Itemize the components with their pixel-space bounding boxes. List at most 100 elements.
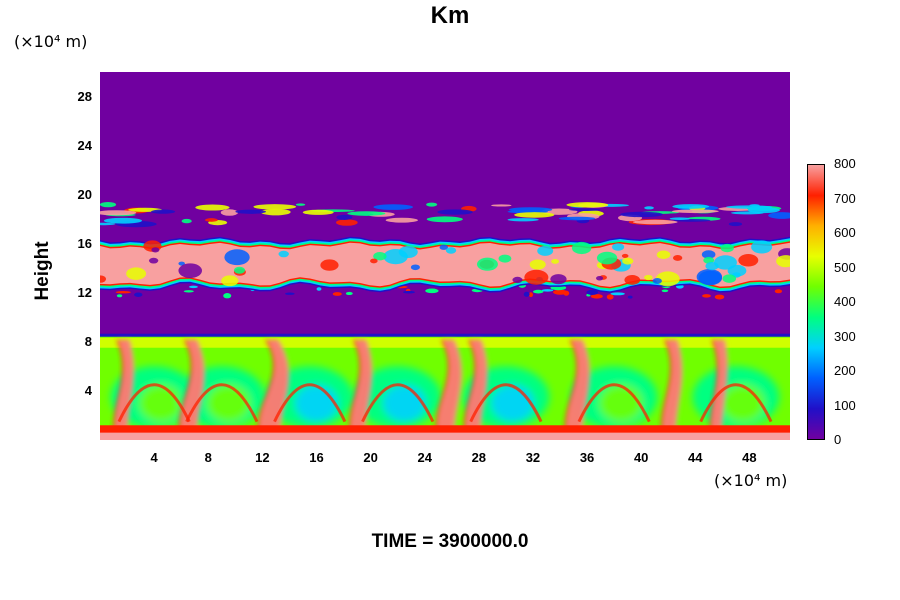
plume-core <box>259 339 290 440</box>
plume-core <box>711 339 729 440</box>
colorbar-tick-label: 500 <box>834 259 856 275</box>
cloud-fragment <box>235 209 267 214</box>
cloud-fragment <box>426 216 463 223</box>
cloud-fragment <box>672 204 710 209</box>
y-tick-label: 20 <box>77 186 92 202</box>
cloud-fragment <box>437 209 473 215</box>
cloud-fragment <box>285 292 295 295</box>
colorbar-tick-label: 300 <box>834 328 856 344</box>
eddy-cell <box>439 244 449 250</box>
y-axis-unit: (×10⁴ m) <box>14 32 88 51</box>
eddy-cell <box>720 243 734 253</box>
x-tick-label: 44 <box>688 450 703 465</box>
cell-arc <box>469 383 543 423</box>
cloud-fragment <box>403 290 415 294</box>
eddy-cell <box>652 278 662 284</box>
cloud-fragment <box>728 222 743 227</box>
boundary-layer-convection <box>100 333 790 440</box>
cloud-fragment <box>103 217 143 224</box>
cloud-fragment <box>115 290 131 294</box>
eddy-cell <box>148 257 159 264</box>
cloud-fragment <box>100 222 116 226</box>
colorbar-tick-label: 400 <box>834 294 856 309</box>
cloud-fragment <box>661 289 669 293</box>
cloud-fragment <box>553 289 568 295</box>
cloud-fragment <box>332 292 342 296</box>
eddy-cell <box>705 261 719 271</box>
y-axis-label: Height <box>32 241 53 301</box>
mid-cloud-layer <box>100 236 790 293</box>
cell-inner <box>491 384 535 422</box>
cloud-fragment <box>347 211 386 216</box>
cloud-fragment <box>606 294 614 300</box>
cloud-fragment <box>774 289 783 294</box>
cell-arc <box>577 383 651 423</box>
cloud-fragment <box>632 219 678 225</box>
eddy-cell <box>537 245 554 256</box>
eddy-cell <box>596 251 618 265</box>
cloud-fragment <box>590 294 603 299</box>
colorbar <box>807 164 825 440</box>
cloud-fragment <box>627 295 633 299</box>
time-readout: TIME = 3900000.0 <box>0 531 900 553</box>
x-tick-label: 28 <box>471 450 487 465</box>
cloud-fragment <box>566 202 609 208</box>
eddy-cell <box>551 258 560 264</box>
cell-inner <box>206 384 251 422</box>
colorbar-tick-label: 800 <box>834 156 856 171</box>
cloud-fragment <box>514 212 555 218</box>
plume-core <box>662 339 684 440</box>
x-tick-label: 4 <box>150 450 158 465</box>
eddy-cell <box>529 259 546 270</box>
cloud-fragment <box>507 218 539 222</box>
eddy-cell <box>621 253 629 258</box>
plume-core <box>437 339 463 440</box>
cloud-fragment <box>151 209 176 214</box>
time-value: 3900000.0 <box>438 531 529 552</box>
eddy-cell <box>178 263 202 279</box>
eddy-cell <box>373 252 387 261</box>
eddy-cell <box>550 274 567 285</box>
cloud-fragment <box>116 294 123 298</box>
cloud-fragment <box>508 207 553 213</box>
cloud-fragment <box>316 287 322 291</box>
y-tick-label: 24 <box>77 137 92 153</box>
eddy-cell <box>776 255 790 268</box>
eddy-cell <box>524 269 549 285</box>
x-tick-label: 36 <box>579 450 595 465</box>
cell-inner <box>721 384 765 422</box>
cell-inner <box>599 384 643 422</box>
cloud-fragment <box>220 209 239 216</box>
x-tick-label: 40 <box>633 450 649 465</box>
cloud-fragment <box>491 204 512 207</box>
cloud-fragment <box>183 290 194 293</box>
chart-title: Km <box>430 2 470 29</box>
eddy-cell <box>476 257 498 271</box>
cloud-fragment <box>100 202 117 208</box>
x-tick-label: 8 <box>204 450 212 465</box>
cell-arc <box>273 383 347 423</box>
x-tick-label: 12 <box>255 450 270 465</box>
eddy-cell <box>738 254 759 267</box>
eddy-cell <box>151 247 160 253</box>
cloud-fragment <box>134 292 143 297</box>
eddy-cell <box>224 249 250 266</box>
cloud-fragment <box>373 204 414 210</box>
cloud-fragment <box>669 217 690 221</box>
eddy-cell <box>498 254 512 263</box>
cell-arc <box>117 383 191 423</box>
cloud-fragment <box>195 204 230 211</box>
x-tick-label: 32 <box>525 450 541 465</box>
cloud-fragment <box>714 294 725 300</box>
cloud-fragment <box>295 203 306 206</box>
cloud-fragment <box>100 210 137 216</box>
eddy-cell <box>655 271 680 287</box>
plume-core <box>465 339 489 440</box>
eddy-cell <box>445 247 457 254</box>
plume-core <box>566 339 591 440</box>
cloud-fragment <box>620 211 663 218</box>
cloud-fragment <box>253 204 297 210</box>
cloud-fragment <box>336 214 353 220</box>
cloud-fragment <box>302 209 334 215</box>
cloud-fragment <box>541 289 554 292</box>
